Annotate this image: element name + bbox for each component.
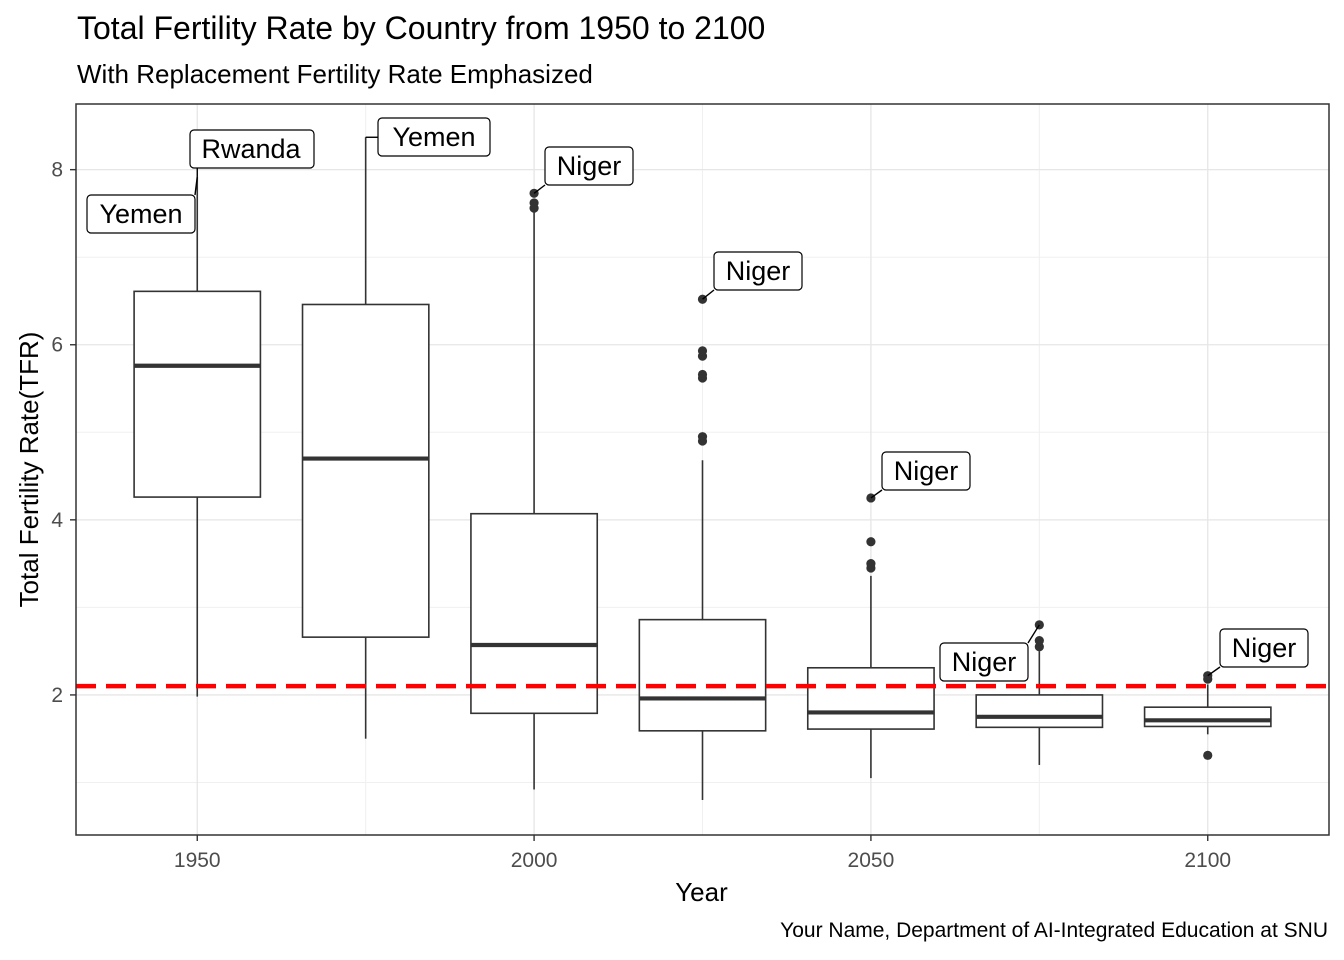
annotation-label: Yemen	[86, 176, 198, 234]
annotation-box	[377, 117, 491, 157]
box-iqr	[470, 512, 599, 715]
annotation-labels: Yemen Rwanda Yemen Niger Niger Niger Niger Nige…	[86, 117, 1309, 682]
box-2025	[638, 294, 767, 800]
y-tick-label: 6	[51, 334, 63, 357]
box-iqr	[638, 618, 767, 732]
annotation-text: Yemen	[99, 199, 182, 229]
annotation-label: Yemen	[365, 117, 491, 157]
annotation-leader	[1207, 666, 1221, 677]
x-axis-label: Year	[675, 877, 728, 907]
annotation-leader	[533, 184, 546, 194]
x-tick-label: 2050	[848, 849, 895, 872]
box-1975	[301, 137, 430, 739]
annotation-text: Niger	[726, 256, 791, 286]
annotation-text: Niger	[1232, 633, 1297, 663]
y-tick-label: 2	[51, 684, 63, 707]
annotation-label: Niger	[1207, 628, 1309, 677]
annotation-text: Niger	[952, 647, 1017, 677]
box-iqr	[1143, 706, 1272, 728]
outlier-point	[866, 537, 876, 547]
box-iqr	[975, 694, 1104, 729]
annotation-box	[713, 251, 803, 291]
annotation-box	[939, 642, 1029, 682]
annotation-text: Niger	[557, 151, 622, 181]
x-tick-label: 2000	[511, 849, 558, 872]
annotation-box	[1219, 628, 1309, 668]
outlier-point	[529, 198, 539, 208]
box-2075	[975, 620, 1104, 765]
annotation-leader	[702, 289, 715, 300]
y-tick-label: 4	[51, 509, 63, 532]
box-iqr	[133, 290, 262, 498]
axes: 1950 2000 2050 2100 2 4 6 8	[51, 159, 1231, 872]
plot-panel-border	[75, 103, 1330, 836]
box-iqr	[301, 303, 430, 638]
chart-caption: Your Name, Department of AI-Integrated E…	[780, 919, 1328, 942]
x-tick-label: 2100	[1184, 849, 1231, 872]
chart-subtitle: With Replacement Fertility Rate Emphasiz…	[77, 59, 593, 89]
annotation-leader	[1027, 624, 1040, 644]
annotation-text: Rwanda	[201, 134, 301, 164]
chart-title: Total Fertility Rate by Country from 195…	[77, 10, 766, 46]
box-1950	[133, 176, 262, 697]
outlier-point	[1203, 750, 1213, 760]
y-axis-label: Total Fertility Rate(TFR)	[14, 332, 44, 608]
x-tick-label: 1950	[174, 849, 221, 872]
outlier-point	[866, 559, 876, 569]
annotation-label: Niger	[533, 146, 634, 194]
annotation-label: Niger	[702, 251, 803, 300]
annotation-leader	[194, 176, 198, 196]
outlier-point	[697, 432, 708, 442]
annotation-label: Niger	[939, 624, 1040, 682]
box-iqr	[806, 666, 935, 730]
annotation-box	[189, 129, 315, 169]
box-2000	[470, 188, 599, 790]
box-2050	[806, 493, 935, 779]
outlier-point	[697, 346, 708, 356]
annotation-box	[544, 146, 634, 186]
annotation-label: Niger	[870, 451, 971, 499]
outlier-point	[697, 369, 708, 380]
outlier-point	[1203, 671, 1213, 681]
annotation-text: Yemen	[392, 122, 475, 152]
box-series	[133, 137, 1272, 800]
y-tick-label: 8	[51, 159, 63, 182]
annotation-box	[881, 451, 971, 491]
outlier-point	[1034, 636, 1044, 646]
annotation-label: Rwanda	[189, 129, 315, 177]
box-2100	[1143, 671, 1272, 760]
annotation-leader	[870, 489, 883, 499]
annotation-text: Niger	[894, 456, 959, 486]
annotation-box	[86, 194, 196, 234]
